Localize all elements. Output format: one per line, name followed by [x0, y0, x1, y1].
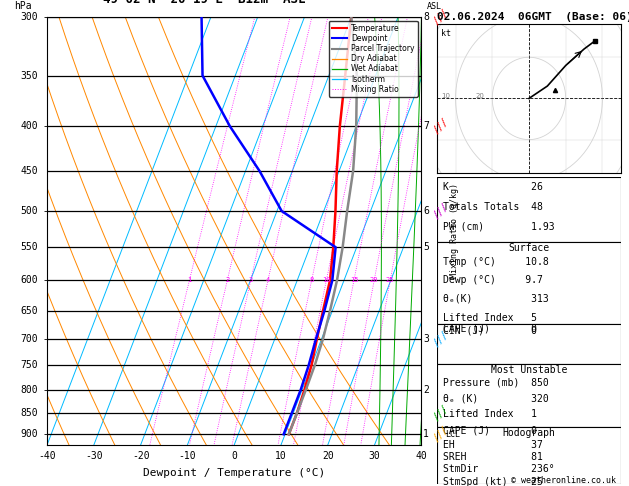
Text: 350: 350 [20, 70, 38, 81]
Text: 10: 10 [441, 93, 450, 99]
Text: -40: -40 [38, 451, 56, 462]
Text: kt: kt [441, 29, 451, 38]
Text: 450: 450 [20, 166, 38, 176]
Text: StmDir         236°: StmDir 236° [443, 464, 554, 474]
Text: Surface: Surface [508, 243, 550, 253]
Text: CIN (J)        0: CIN (J) 0 [443, 326, 537, 335]
Text: 750: 750 [20, 360, 38, 370]
Text: 650: 650 [20, 306, 38, 316]
Bar [437, 242, 621, 324]
Text: ///: /// [431, 403, 450, 422]
Text: Lifted Index   5: Lifted Index 5 [443, 312, 537, 323]
Text: 3: 3 [248, 278, 253, 283]
Text: 3: 3 [423, 334, 429, 344]
Text: © weatheronline.co.uk: © weatheronline.co.uk [511, 476, 616, 485]
Text: 600: 600 [20, 275, 38, 285]
Text: Mixing Ratio (g/kg): Mixing Ratio (g/kg) [450, 183, 459, 278]
Text: 20: 20 [322, 451, 334, 462]
Text: StmSpd (kt)    25: StmSpd (kt) 25 [443, 477, 543, 486]
Text: 2: 2 [225, 278, 230, 283]
Text: ///: /// [431, 329, 450, 348]
Text: K              26: K 26 [443, 182, 543, 192]
Text: 800: 800 [20, 384, 38, 395]
Text: Totals Totals  48: Totals Totals 48 [443, 202, 543, 212]
Text: 6: 6 [423, 206, 429, 216]
Text: 900: 900 [20, 429, 38, 439]
Text: 500: 500 [20, 206, 38, 216]
Text: CAPE (J)       0: CAPE (J) 0 [443, 323, 537, 333]
Text: 10: 10 [322, 278, 331, 283]
Text: 02.06.2024  06GMT  (Base: 06): 02.06.2024 06GMT (Base: 06) [437, 12, 629, 22]
Text: Most Unstable: Most Unstable [491, 365, 567, 375]
Text: hPa: hPa [14, 0, 32, 11]
Text: 550: 550 [20, 242, 38, 252]
Text: 5: 5 [423, 242, 429, 252]
Text: Dewp (°C)     9.7: Dewp (°C) 9.7 [443, 276, 543, 285]
Text: Lifted Index   1: Lifted Index 1 [443, 410, 537, 419]
Text: 10: 10 [276, 451, 287, 462]
Text: LCL: LCL [445, 430, 460, 439]
Text: -30: -30 [85, 451, 103, 462]
Text: -10: -10 [179, 451, 196, 462]
Text: 8: 8 [423, 12, 429, 22]
Text: 20: 20 [370, 278, 379, 283]
Text: CAPE (J)       0: CAPE (J) 0 [443, 426, 537, 436]
Text: 30: 30 [369, 451, 381, 462]
Bar [437, 364, 621, 427]
Text: 49°02'N  20°19'E  B12m  ASL: 49°02'N 20°19'E B12m ASL [103, 0, 306, 6]
Bar [437, 177, 621, 242]
Text: 4: 4 [266, 278, 270, 283]
Text: 400: 400 [20, 122, 38, 131]
Text: ///: /// [431, 201, 450, 221]
Text: 0: 0 [231, 451, 237, 462]
Text: EH             37: EH 37 [443, 440, 543, 450]
Text: 25: 25 [386, 278, 394, 283]
Text: ///: /// [431, 424, 450, 444]
Text: -20: -20 [132, 451, 150, 462]
Bar [437, 324, 621, 364]
Text: 300: 300 [20, 12, 38, 22]
Text: 8: 8 [309, 278, 314, 283]
Text: 700: 700 [20, 334, 38, 344]
Text: 1: 1 [423, 429, 429, 439]
Legend: Temperature, Dewpoint, Parcel Trajectory, Dry Adiabat, Wet Adiabat, Isotherm, Mi: Temperature, Dewpoint, Parcel Trajectory… [329, 21, 418, 97]
Bar [437, 427, 621, 484]
Text: Pressure (mb)  850: Pressure (mb) 850 [443, 377, 548, 387]
Text: 20: 20 [476, 93, 484, 99]
Text: 1: 1 [187, 278, 191, 283]
Text: Hodograph: Hodograph [503, 428, 555, 437]
Text: 850: 850 [20, 408, 38, 417]
Text: 2: 2 [423, 384, 429, 395]
Text: Dewpoint / Temperature (°C): Dewpoint / Temperature (°C) [143, 468, 325, 478]
Text: Temp (°C)     10.8: Temp (°C) 10.8 [443, 257, 548, 267]
Text: ///: /// [431, 117, 450, 136]
Text: PW (cm)        1.93: PW (cm) 1.93 [443, 222, 554, 232]
Text: SREH           81: SREH 81 [443, 452, 543, 462]
Text: θₑ (K)         320: θₑ (K) 320 [443, 393, 548, 403]
Text: θₑ(K)          313: θₑ(K) 313 [443, 294, 548, 304]
Text: 7: 7 [423, 122, 429, 131]
Text: 40: 40 [416, 451, 427, 462]
Text: 15: 15 [350, 278, 358, 283]
Text: ///: /// [431, 7, 450, 27]
Text: km
ASL: km ASL [427, 0, 442, 11]
